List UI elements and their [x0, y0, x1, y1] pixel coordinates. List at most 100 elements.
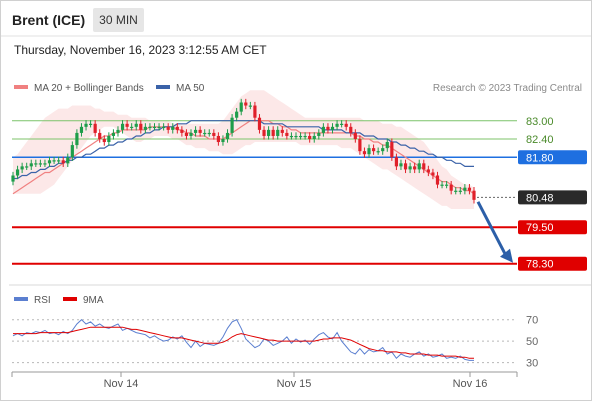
rsi-line — [12, 319, 474, 361]
candle-body — [394, 157, 399, 167]
candle-body — [25, 166, 29, 168]
candle-body — [125, 123, 129, 127]
ma20-bb-legend-label: MA 20 + Bollinger Bands — [34, 83, 144, 94]
rsi-tick-label: 50 — [526, 336, 538, 348]
resistance-label: 82.40 — [526, 134, 554, 146]
forecast-arrow-head — [500, 248, 513, 263]
candle-body — [239, 102, 243, 112]
candle-body — [11, 175, 15, 182]
candle-body — [440, 184, 444, 186]
candle-body — [376, 151, 380, 153]
ma9-legend-swatch — [63, 297, 77, 301]
candle-body — [248, 105, 252, 107]
candle-body — [353, 132, 357, 139]
candle-body — [458, 190, 462, 192]
x-tick-label: Nov 15 — [277, 378, 312, 390]
candle-body — [203, 132, 207, 135]
rsi-tick-label: 70 — [526, 315, 538, 327]
candle-body — [116, 129, 120, 133]
candle-body — [79, 126, 84, 133]
candle-body — [139, 123, 143, 130]
candle-body — [111, 132, 116, 136]
pivot-label: 81.80 — [526, 152, 554, 164]
candle-body — [15, 169, 20, 176]
candle-body — [20, 166, 24, 170]
rsi-tick-label: 30 — [526, 358, 538, 370]
candle-body — [175, 126, 179, 130]
candle-body — [426, 169, 430, 173]
candle-body — [303, 135, 307, 138]
support-label-box — [518, 256, 587, 271]
forecast-arrow-shaft — [476, 201, 508, 257]
candle-body — [38, 163, 42, 165]
candle-body — [308, 135, 312, 139]
x-tick-label: Nov 16 — [453, 378, 488, 390]
candle-body — [312, 135, 316, 139]
candle-body — [43, 163, 47, 165]
candle-body — [88, 123, 93, 125]
candle-body — [134, 123, 138, 127]
candle-body — [189, 132, 193, 136]
candle-body — [130, 126, 134, 129]
resistance-label: 83.00 — [526, 116, 554, 128]
candle-body — [467, 187, 472, 191]
candle-body — [385, 142, 389, 149]
timeframe-label: 30 MIN — [99, 13, 138, 27]
rsi-legend-label: RSI — [34, 295, 51, 306]
candle-body — [399, 163, 403, 167]
timeframe-badge[interactable] — [93, 8, 144, 32]
candle-body — [66, 157, 70, 164]
candle-body — [253, 105, 257, 118]
candle-body — [390, 142, 394, 158]
support-label: 79.50 — [526, 222, 554, 234]
x-axis: Nov 14 Nov 15 Nov 16 — [11, 371, 518, 390]
candle-body — [152, 126, 157, 129]
candle-body — [371, 148, 376, 152]
candle-body — [454, 190, 458, 192]
candle-body — [184, 132, 189, 136]
candle-body — [417, 163, 421, 170]
credit-text: Research © 2023 Trading Central — [433, 83, 582, 94]
candle-body — [276, 129, 280, 136]
ma50-line — [13, 120, 474, 180]
candle-body — [180, 129, 184, 133]
price-panel: 83.00 82.40 81.80 80.48 79.50 78.30 — [9, 90, 592, 286]
candle-body — [166, 126, 170, 130]
candle-body — [289, 135, 294, 138]
timestamp: Thursday, November 16, 2023 3:12:55 AM C… — [14, 43, 267, 57]
candle-body — [143, 126, 147, 130]
candle-body — [358, 139, 362, 152]
candle-body — [445, 184, 449, 186]
candle-body — [262, 129, 266, 136]
candle-body — [57, 160, 61, 162]
candle-body — [298, 135, 303, 138]
candle-body — [271, 129, 275, 136]
candle-body — [381, 148, 385, 152]
candle-body — [431, 172, 435, 176]
candle-body — [171, 126, 175, 130]
candle-body — [472, 190, 476, 200]
candle-body — [120, 123, 125, 130]
candle-body — [84, 123, 88, 127]
candle-body — [449, 184, 453, 191]
candle-body — [52, 160, 56, 162]
candle-body — [93, 123, 97, 133]
candle-body — [70, 145, 74, 158]
support-label: 78.30 — [526, 259, 554, 271]
x-tick-label: Nov 14 — [104, 378, 139, 390]
candle-body — [335, 123, 339, 127]
ma50-legend-label: MA 50 — [176, 83, 205, 94]
candle-body — [230, 117, 234, 133]
candle-body — [422, 163, 426, 170]
candle-body — [413, 166, 417, 170]
candle-body — [148, 126, 152, 129]
rsi-panel: 70 50 30 — [12, 315, 538, 370]
candle-body — [244, 102, 248, 106]
candle-body — [340, 123, 344, 125]
candle-body — [29, 163, 33, 167]
candle-body — [212, 132, 216, 136]
candle-body — [294, 135, 298, 138]
candle-body — [34, 163, 38, 165]
rsi-ma9-line — [13, 326, 474, 359]
